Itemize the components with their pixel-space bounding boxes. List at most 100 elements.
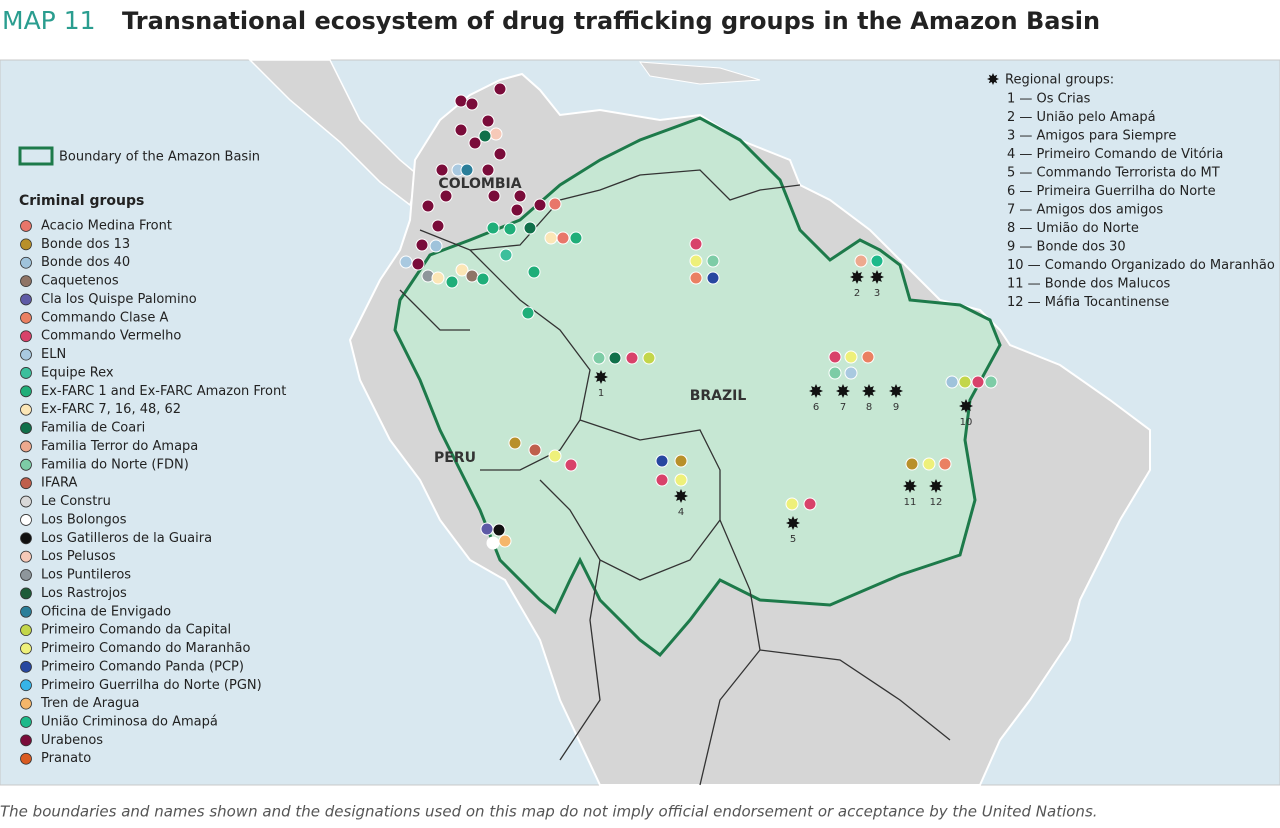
marker-label: 2	[854, 288, 860, 299]
group-dot	[958, 375, 972, 389]
group-dot	[460, 163, 474, 177]
regional-marker	[862, 384, 876, 398]
legend-swatch	[20, 605, 32, 618]
group-dot	[481, 114, 495, 128]
regional-marker	[594, 370, 608, 384]
group-dot	[861, 350, 875, 364]
legend-label: Pranato	[41, 751, 91, 766]
regional-item: 1 — Os Crias	[1007, 92, 1091, 107]
group-dot	[513, 189, 527, 203]
legend-swatch	[20, 569, 32, 581]
group-dot	[803, 497, 817, 511]
marker-label: 5	[790, 534, 796, 545]
legend-label: Los Pelusos	[41, 549, 116, 564]
group-dot	[455, 263, 469, 277]
legend-swatch	[20, 477, 32, 490]
group-dot	[528, 443, 542, 457]
group-dot	[480, 522, 494, 536]
marker-label: 11	[904, 497, 917, 508]
legend-swatch	[20, 642, 32, 655]
group-dot	[548, 197, 562, 211]
group-dot	[984, 375, 998, 389]
group-dot	[608, 351, 622, 365]
group-dot	[922, 457, 936, 471]
legend-label: Bonde dos 13	[41, 237, 130, 252]
group-dot	[945, 375, 959, 389]
group-dot	[655, 473, 669, 487]
country-label: PERU	[434, 450, 476, 466]
group-dot	[421, 199, 435, 213]
legend-swatch	[20, 532, 32, 545]
regional-item: 10 — Comando Organizado do Maranhão	[1007, 258, 1275, 273]
groups-title: Criminal groups	[19, 193, 144, 209]
group-dot	[486, 536, 500, 550]
legend-swatch	[20, 752, 32, 765]
group-dot	[493, 147, 507, 161]
regional-item: 12 — Máfia Tocantinense	[1007, 295, 1169, 310]
footnote: The boundaries and names shown and the d…	[0, 803, 1098, 821]
map-label: MAP 11	[2, 6, 96, 35]
legend-label: União Criminosa do Amapá	[41, 714, 218, 729]
group-dot	[844, 350, 858, 364]
group-dot	[564, 458, 578, 472]
group-dot	[493, 82, 507, 96]
legend-label: Equipe Rex	[41, 365, 114, 380]
marker-label: 7	[840, 402, 846, 413]
legend-swatch	[20, 660, 32, 673]
regional-marker	[889, 384, 903, 398]
group-dot	[905, 457, 919, 471]
legend-swatch	[20, 256, 32, 269]
group-dot	[706, 271, 720, 285]
group-dot	[481, 163, 495, 177]
legend-swatch	[20, 458, 32, 471]
group-dot	[828, 366, 842, 380]
group-dot	[499, 248, 513, 262]
regional-marker	[674, 489, 688, 503]
country-borders	[399, 169, 951, 786]
group-dot	[431, 219, 445, 233]
island	[638, 61, 761, 85]
regional-marker	[929, 479, 943, 493]
group-dot	[503, 222, 517, 236]
group-dot	[431, 271, 445, 285]
legend-swatch	[20, 514, 32, 526]
marker-label: 1	[598, 388, 604, 399]
legend-label: Familia de Coari	[41, 421, 145, 436]
group-dot	[508, 436, 522, 450]
group-dot	[844, 366, 858, 380]
legend-label: Commando Vermelho	[41, 329, 181, 344]
legend-swatch	[20, 275, 32, 288]
legend-swatch	[20, 697, 32, 710]
boundary-label: Boundary of the Amazon Basin	[59, 150, 260, 165]
legend-label: Primeiro Comando Panda (PCP)	[41, 659, 244, 674]
group-dot	[454, 123, 468, 137]
legend-label: Primeiro Guerrilha do Norte (PGN)	[41, 678, 262, 693]
group-dot	[642, 351, 656, 365]
group-dot	[465, 97, 479, 111]
regional-item: 8 — Umião do Norte	[1007, 221, 1139, 236]
group-dot	[674, 454, 688, 468]
group-dot	[674, 473, 688, 487]
regional-marker	[870, 270, 884, 284]
marker-label: 3	[874, 288, 880, 299]
group-dot	[486, 221, 500, 235]
group-dot	[870, 254, 884, 268]
group-dot	[592, 351, 606, 365]
legend-swatch	[20, 624, 32, 637]
group-dot	[533, 198, 547, 212]
regional-item: 5 — Commando Terrorista do MT	[1007, 166, 1220, 181]
legend-label: Acacio Medina Front	[41, 219, 172, 234]
group-dot	[465, 269, 479, 283]
group-dot	[454, 94, 468, 108]
map-title: Transnational ecosystem of drug traffick…	[122, 7, 1100, 35]
legend-swatch	[20, 293, 32, 306]
legend-label: Ex-FARC 1 and Ex-FARC Amazon Front	[41, 384, 286, 399]
group-dot	[785, 497, 799, 511]
group-dot	[569, 231, 583, 245]
group-dot	[854, 254, 868, 268]
group-dot	[527, 265, 541, 279]
group-dot	[439, 189, 453, 203]
marker-label: 10	[960, 417, 973, 428]
group-dot	[492, 523, 506, 537]
